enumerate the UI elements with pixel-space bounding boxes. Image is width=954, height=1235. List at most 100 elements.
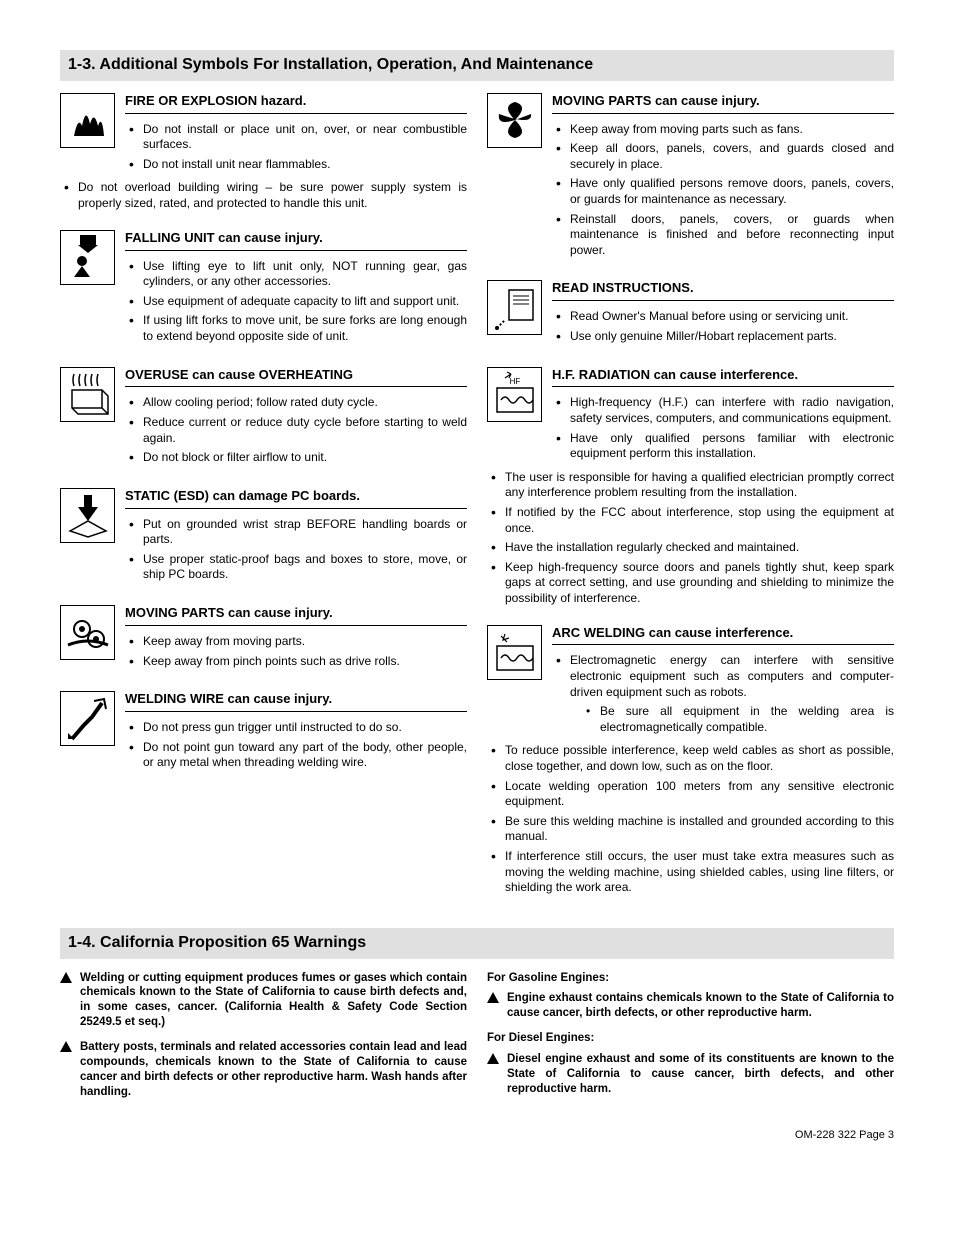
hazard-title: MOVING PARTS can cause injury. [125, 605, 467, 626]
list-item: Keep away from moving parts. [129, 634, 467, 650]
list-item: Reinstall doors, panels, covers, or guar… [556, 212, 894, 259]
hazard-list: Keep away from moving parts such as fans… [552, 122, 894, 259]
nested-list: Be sure all equipment in the welding are… [570, 704, 894, 735]
list-item: Electromagnetic energy can interfere wit… [556, 653, 894, 735]
list-item: Do not press gun trigger until instructe… [129, 720, 467, 736]
list-item: Keep away from moving parts such as fans… [556, 122, 894, 138]
fire-icon [60, 93, 115, 148]
prop65-item: Battery posts, terminals and related acc… [60, 1040, 467, 1100]
list-item: High-frequency (H.F.) can interfere with… [556, 395, 894, 426]
hazard-title: ARC WELDING can cause interference. [552, 625, 894, 646]
list-item: Be sure this welding machine is installe… [491, 814, 894, 845]
page-footer: OM-228 322 Page 3 [60, 1128, 894, 1142]
list-item: Do not install or place unit on, over, o… [129, 122, 467, 153]
gasoline-heading: For Gasoline Engines: [487, 971, 894, 986]
hazard-fire: FIRE OR EXPLOSION hazard. Do not install… [60, 93, 467, 212]
hf-radiation-icon: HF [487, 367, 542, 422]
list-item: Use proper static-proof bags and boxes t… [129, 552, 467, 583]
hazard-title: FALLING UNIT can cause injury. [125, 230, 467, 251]
list-item: If using lift forks to move unit, be sur… [129, 313, 467, 344]
hazard-title: READ INSTRUCTIONS. [552, 280, 894, 301]
prop65-item: Diesel engine exhaust and some of its co… [487, 1052, 894, 1097]
hazard-welding-wire: WELDING WIRE can cause injury. Do not pr… [60, 691, 467, 775]
list-item: Do not overload building wiring – be sur… [64, 180, 467, 211]
warning-triangle-icon [487, 1053, 499, 1064]
manual-icon [487, 280, 542, 335]
gears-icon [60, 605, 115, 660]
list-item: Do not install unit near flammables. [129, 157, 467, 173]
list-item: Use equipment of adequate capacity to li… [129, 294, 467, 310]
hazard-overuse: OVERUSE can cause OVERHEATING Allow cool… [60, 367, 467, 470]
hazard-title: FIRE OR EXPLOSION hazard. [125, 93, 467, 114]
hazard-read: READ INSTRUCTIONS. Read Owner's Manual b… [487, 280, 894, 348]
diesel-heading: For Diesel Engines: [487, 1031, 894, 1046]
hazard-list-outdent: To reduce possible interference, keep we… [487, 743, 894, 895]
section-1-4-heading: 1-4. California Proposition 65 Warnings [60, 928, 894, 959]
svg-text:HF: HF [509, 377, 520, 386]
hazard-list: High-frequency (H.F.) can interfere with… [552, 395, 894, 461]
list-item: Do not block or filter airflow to unit. [129, 450, 467, 466]
hazard-list: Put on grounded wrist strap BEFORE handl… [125, 517, 467, 583]
hazard-list: Read Owner's Manual before using or serv… [552, 309, 894, 344]
prop65-left: Welding or cutting equipment produces fu… [60, 971, 467, 1111]
hazard-title: H.F. RADIATION can cause interference. [552, 367, 894, 388]
section-1-3-heading: 1-3. Additional Symbols For Installation… [60, 50, 894, 81]
hazard-list: Keep away from moving parts. Keep away f… [125, 634, 467, 669]
list-item: Do not point gun toward any part of the … [129, 740, 467, 771]
overheat-icon [60, 367, 115, 422]
warning-triangle-icon [60, 972, 72, 983]
hazard-title: STATIC (ESD) can damage PC boards. [125, 488, 467, 509]
hazard-list-outdent: Do not overload building wiring – be sur… [60, 180, 467, 211]
hazard-hf: HF H.F. RADIATION can cause interference… [487, 367, 894, 607]
list-item: Use only genuine Miller/Hobart replaceme… [556, 329, 894, 345]
hazard-title: WELDING WIRE can cause injury. [125, 691, 467, 712]
hazard-list: Allow cooling period; follow rated duty … [125, 395, 467, 465]
list-item: Read Owner's Manual before using or serv… [556, 309, 894, 325]
right-column: MOVING PARTS can cause injury. Keep away… [487, 93, 894, 914]
hazard-columns: FIRE OR EXPLOSION hazard. Do not install… [60, 93, 894, 914]
hazard-falling: FALLING UNIT can cause injury. Use lifti… [60, 230, 467, 349]
prop65-item: Engine exhaust contains chemicals known … [487, 991, 894, 1021]
prop65-text: Diesel engine exhaust and some of its co… [507, 1052, 894, 1097]
list-item: Have only qualified persons familiar wit… [556, 431, 894, 462]
hazard-list-outdent: The user is responsible for having a qua… [487, 470, 894, 607]
warning-triangle-icon [60, 1041, 72, 1052]
falling-icon [60, 230, 115, 285]
hazard-list: Do not press gun trigger until instructe… [125, 720, 467, 771]
list-item: Use lifting eye to lift unit only, NOT r… [129, 259, 467, 290]
arc-interference-icon [487, 625, 542, 680]
hazard-moving-parts-2: MOVING PARTS can cause injury. Keep away… [487, 93, 894, 263]
prop65-columns: Welding or cutting equipment produces fu… [60, 971, 894, 1111]
esd-icon [60, 488, 115, 543]
list-item: Allow cooling period; follow rated duty … [129, 395, 467, 411]
list-item: Keep all doors, panels, covers, and guar… [556, 141, 894, 172]
hazard-title: MOVING PARTS can cause injury. [552, 93, 894, 114]
warning-triangle-icon [487, 992, 499, 1003]
prop65-item: Welding or cutting equipment produces fu… [60, 971, 467, 1031]
prop65-text: Engine exhaust contains chemicals known … [507, 991, 894, 1021]
list-item: Have the installation regularly checked … [491, 540, 894, 556]
hazard-title: OVERUSE can cause OVERHEATING [125, 367, 467, 388]
list-item: Keep away from pinch points such as driv… [129, 654, 467, 670]
hazard-arc: ARC WELDING can cause interference. Elec… [487, 625, 894, 896]
list-item: If interference still occurs, the user m… [491, 849, 894, 896]
list-item: Be sure all equipment in the welding are… [586, 704, 894, 735]
prop65-text: Battery posts, terminals and related acc… [80, 1040, 467, 1100]
list-item: The user is responsible for having a qua… [491, 470, 894, 501]
list-item: If notified by the FCC about interferenc… [491, 505, 894, 536]
hazard-list: Do not install or place unit on, over, o… [125, 122, 467, 173]
welding-wire-icon [60, 691, 115, 746]
fan-icon [487, 93, 542, 148]
list-item: Reduce current or reduce duty cycle befo… [129, 415, 467, 446]
hazard-moving-parts-1: MOVING PARTS can cause injury. Keep away… [60, 605, 467, 673]
hazard-static: STATIC (ESD) can damage PC boards. Put o… [60, 488, 467, 587]
list-item: To reduce possible interference, keep we… [491, 743, 894, 774]
left-column: FIRE OR EXPLOSION hazard. Do not install… [60, 93, 467, 914]
prop65-text: Welding or cutting equipment produces fu… [80, 971, 467, 1031]
list-item: Put on grounded wrist strap BEFORE handl… [129, 517, 467, 548]
hazard-list: Electromagnetic energy can interfere wit… [552, 653, 894, 735]
list-item: Have only qualified persons remove doors… [556, 176, 894, 207]
list-item: Keep high-frequency source doors and pan… [491, 560, 894, 607]
hazard-list: Use lifting eye to lift unit only, NOT r… [125, 259, 467, 345]
prop65-right: For Gasoline Engines: Engine exhaust con… [487, 971, 894, 1111]
